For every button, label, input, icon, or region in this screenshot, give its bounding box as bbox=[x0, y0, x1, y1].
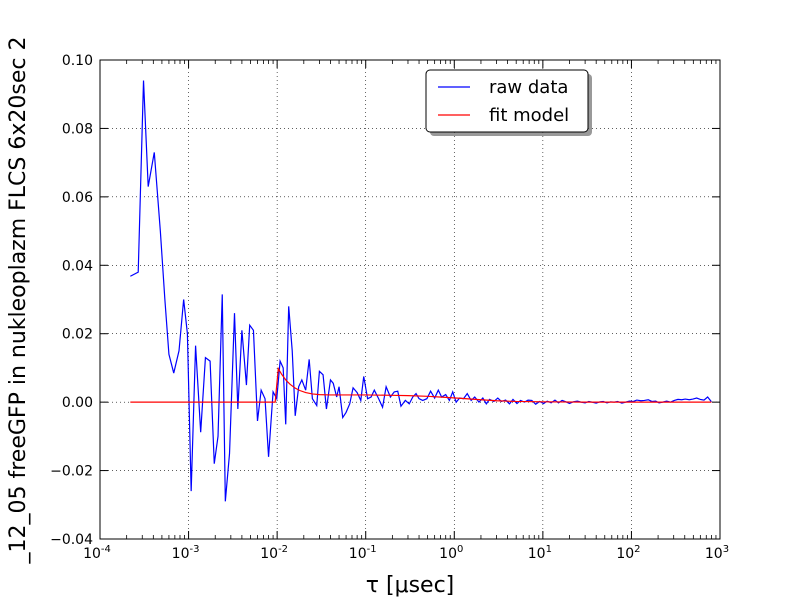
x-tick-label: 10-2 bbox=[260, 544, 288, 562]
x-tick-label: 102 bbox=[616, 544, 640, 562]
series-layer bbox=[130, 80, 712, 502]
y-tick-label: 0.04 bbox=[62, 258, 93, 274]
x-axis-label: τ [μsec] bbox=[366, 573, 455, 598]
legend: raw data fit model bbox=[425, 69, 592, 136]
y-tick-label: −0.02 bbox=[50, 464, 93, 480]
axis-tick-labels: 10-4 10-3 10-2 10-1 100 101 102 103 −0.04 −0.02 0.… bbox=[50, 53, 729, 562]
y-tick-label: −0.04 bbox=[50, 532, 93, 548]
y-tick-label: 0.00 bbox=[62, 395, 93, 411]
x-tick-label: 10-1 bbox=[349, 544, 377, 562]
y-axis-label: _12_05 freeGFP in nukleoplazm FLCS 6x20s… bbox=[6, 37, 31, 565]
x-tick-label: 101 bbox=[528, 544, 552, 562]
plot-area-frame bbox=[99, 59, 721, 540]
x-tick-label: 100 bbox=[439, 544, 463, 562]
y-tick-label: 0.10 bbox=[62, 53, 93, 69]
axis-ticks bbox=[99, 59, 721, 540]
x-tick-label: 10-4 bbox=[83, 544, 111, 562]
series-line-fit-model bbox=[130, 366, 712, 403]
legend-label-raw-data: raw data bbox=[489, 77, 568, 98]
y-tick-label: 0.06 bbox=[62, 190, 93, 206]
x-tick-label: 10-3 bbox=[172, 544, 200, 562]
legend-box bbox=[425, 69, 589, 133]
legend-label-fit-model: fit model bbox=[489, 105, 569, 126]
y-tick-label: 0.08 bbox=[62, 121, 93, 137]
y-tick-label: 0.02 bbox=[62, 327, 93, 343]
x-tick-label: 103 bbox=[705, 544, 729, 562]
